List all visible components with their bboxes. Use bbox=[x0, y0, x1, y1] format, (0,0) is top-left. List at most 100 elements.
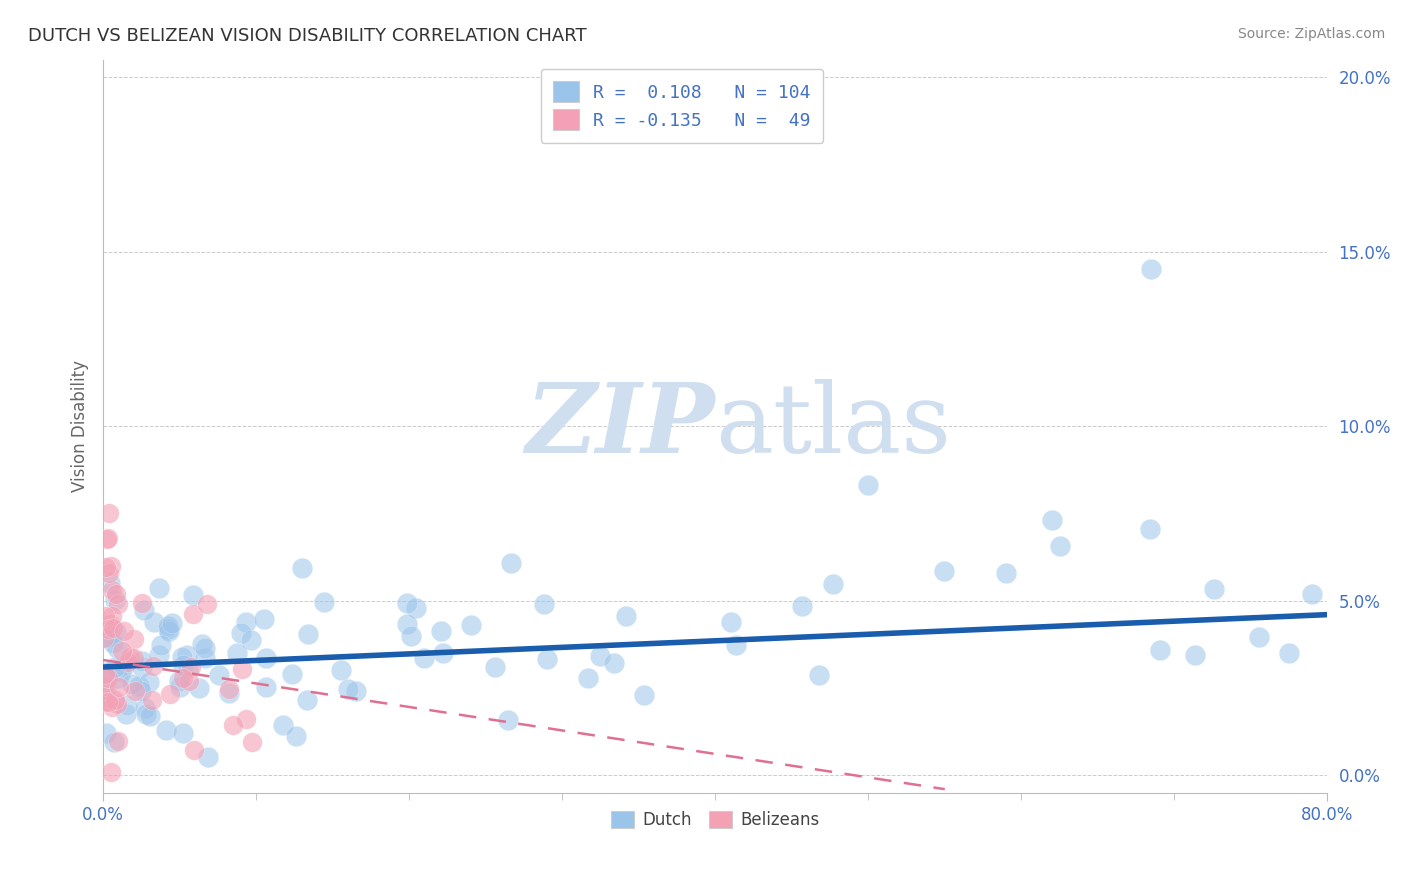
Point bbox=[616, 609, 638, 624]
Point bbox=[98, 566, 121, 580]
Point bbox=[484, 659, 506, 673]
Point bbox=[218, 681, 240, 696]
Text: ZIP: ZIP bbox=[526, 379, 716, 473]
Point bbox=[1149, 643, 1171, 657]
Point bbox=[101, 621, 124, 635]
Point bbox=[98, 617, 121, 632]
Point bbox=[172, 658, 194, 673]
Point bbox=[94, 609, 117, 624]
Point bbox=[114, 657, 136, 672]
Point bbox=[110, 665, 132, 679]
Point bbox=[1139, 522, 1161, 536]
Point bbox=[131, 596, 153, 610]
Point bbox=[190, 637, 212, 651]
Point bbox=[1301, 587, 1323, 601]
Point bbox=[94, 695, 117, 709]
Point bbox=[297, 693, 319, 707]
Point bbox=[344, 683, 367, 698]
Point bbox=[499, 556, 522, 570]
Point bbox=[858, 478, 880, 492]
Point bbox=[97, 622, 120, 636]
Point bbox=[138, 709, 160, 723]
Legend: Dutch, Belizeans: Dutch, Belizeans bbox=[605, 804, 827, 836]
Point bbox=[253, 612, 276, 626]
Point bbox=[101, 700, 124, 714]
Point bbox=[157, 619, 180, 633]
Point bbox=[536, 652, 558, 666]
Point bbox=[162, 615, 184, 630]
Point bbox=[413, 651, 436, 665]
Point bbox=[187, 681, 209, 695]
Point bbox=[98, 575, 121, 590]
Point bbox=[104, 593, 127, 607]
Point bbox=[197, 750, 219, 764]
Point bbox=[111, 644, 134, 658]
Point bbox=[98, 507, 121, 521]
Point bbox=[724, 638, 747, 652]
Point bbox=[235, 615, 257, 629]
Point bbox=[122, 632, 145, 646]
Point bbox=[194, 650, 217, 665]
Point bbox=[131, 659, 153, 673]
Point bbox=[222, 717, 245, 731]
Point bbox=[1049, 539, 1071, 553]
Text: DUTCH VS BELIZEAN VISION DISABILITY CORRELATION CHART: DUTCH VS BELIZEAN VISION DISABILITY CORR… bbox=[28, 27, 586, 45]
Point bbox=[396, 616, 419, 631]
Point bbox=[131, 654, 153, 668]
Point bbox=[104, 660, 127, 674]
Point bbox=[177, 674, 200, 689]
Point bbox=[533, 598, 555, 612]
Point bbox=[602, 656, 624, 670]
Point bbox=[177, 662, 200, 676]
Point bbox=[112, 624, 135, 638]
Point bbox=[995, 566, 1018, 580]
Point bbox=[169, 680, 191, 694]
Point bbox=[180, 660, 202, 674]
Point bbox=[141, 692, 163, 706]
Point bbox=[98, 630, 121, 644]
Point bbox=[254, 681, 277, 695]
Point bbox=[284, 729, 307, 743]
Point bbox=[271, 718, 294, 732]
Point bbox=[194, 640, 217, 655]
Point bbox=[231, 626, 253, 640]
Point bbox=[240, 632, 263, 647]
Point bbox=[96, 681, 118, 696]
Point bbox=[432, 646, 454, 660]
Point bbox=[107, 671, 129, 685]
Point bbox=[181, 607, 204, 622]
Point bbox=[821, 577, 844, 591]
Point bbox=[117, 655, 139, 669]
Point bbox=[932, 564, 955, 578]
Point bbox=[172, 725, 194, 739]
Point bbox=[97, 695, 120, 709]
Point bbox=[395, 596, 418, 610]
Point bbox=[167, 674, 190, 689]
Point bbox=[240, 735, 263, 749]
Y-axis label: Vision Disability: Vision Disability bbox=[72, 360, 89, 492]
Point bbox=[181, 588, 204, 602]
Point bbox=[104, 586, 127, 600]
Point bbox=[1278, 646, 1301, 660]
Point bbox=[1249, 630, 1271, 644]
Point bbox=[101, 636, 124, 650]
Point bbox=[138, 674, 160, 689]
Point bbox=[330, 663, 353, 677]
Point bbox=[156, 622, 179, 636]
Point bbox=[104, 692, 127, 706]
Point bbox=[103, 735, 125, 749]
Point bbox=[96, 671, 118, 685]
Point bbox=[96, 725, 118, 739]
Point bbox=[96, 668, 118, 682]
Point bbox=[135, 707, 157, 722]
Point bbox=[790, 599, 813, 613]
Point bbox=[576, 671, 599, 685]
Point bbox=[281, 667, 304, 681]
Point bbox=[93, 667, 115, 681]
Point bbox=[129, 683, 152, 698]
Point bbox=[1140, 262, 1163, 277]
Point bbox=[93, 690, 115, 705]
Point bbox=[101, 583, 124, 598]
Point bbox=[115, 707, 138, 722]
Point bbox=[429, 624, 451, 639]
